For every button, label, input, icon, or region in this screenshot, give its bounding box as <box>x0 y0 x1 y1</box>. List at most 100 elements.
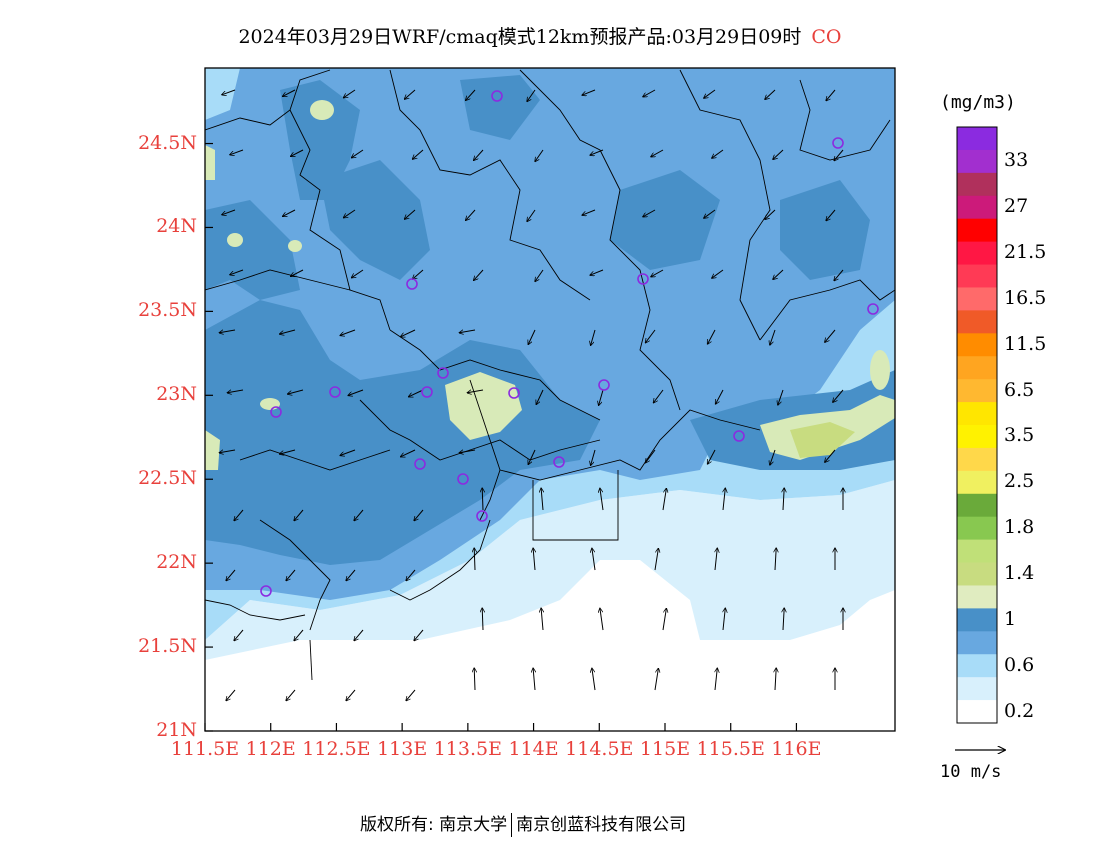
wind-vector <box>527 89 536 102</box>
legend-swatch <box>957 149 997 174</box>
wind-vector <box>773 269 784 280</box>
wind-vector <box>708 449 716 464</box>
station-marker <box>414 458 426 470</box>
legend-level-label: 1.4 <box>1004 562 1035 584</box>
legend-swatch <box>957 470 997 495</box>
legend-level-label: 16.5 <box>1004 286 1047 309</box>
lat-tick-label: 21N <box>156 719 197 741</box>
wind-vector <box>348 389 364 396</box>
wind-vector <box>654 668 658 691</box>
wind-vector <box>222 89 236 95</box>
wind-vector <box>723 488 725 511</box>
legend-unit: (mg/m3) <box>940 92 1016 113</box>
wind-vector <box>230 149 244 155</box>
wind-vector <box>234 629 244 641</box>
wind-vector <box>291 149 304 156</box>
station-marker <box>598 379 610 391</box>
wind-vector <box>230 269 244 275</box>
legend-swatch <box>957 379 997 403</box>
credit-separator <box>511 813 513 837</box>
legend-swatch <box>957 241 997 266</box>
wind-vector <box>716 389 724 404</box>
wind-vector <box>651 149 664 157</box>
wind-vector <box>222 209 236 215</box>
wind-vector <box>704 209 716 218</box>
wind-vector <box>286 689 296 701</box>
co-concentration-field <box>205 68 895 731</box>
wind-vector <box>826 89 836 101</box>
wind-vector <box>653 389 664 403</box>
wind-vector <box>343 89 356 98</box>
wind-vector <box>541 488 543 511</box>
legend-swatch <box>957 310 997 334</box>
lon-tick-label: 115.5E <box>696 738 765 760</box>
legend-swatch <box>957 287 997 311</box>
wind-vector <box>283 209 296 216</box>
title-text: 2024年03月29日WRF/cmaq模式12km预报产品:03月29日09时 <box>238 26 802 48</box>
wind-vector <box>354 509 364 521</box>
wind-vector <box>582 89 596 95</box>
wind-vector <box>474 149 484 160</box>
wind-vector <box>715 548 717 571</box>
wind-vector <box>723 608 725 631</box>
wind-vector <box>775 668 776 691</box>
wind-vector <box>527 209 536 222</box>
legend-swatch <box>957 677 997 701</box>
wind-vector <box>765 89 776 100</box>
lat-tick-label: 21.5N <box>138 635 197 658</box>
wind-vector <box>600 488 604 511</box>
wind-vector <box>533 668 535 691</box>
wind-vector <box>401 329 416 337</box>
wind-vector <box>280 449 296 454</box>
legend-swatch <box>957 608 997 632</box>
wind-vector <box>778 389 784 405</box>
legend-swatch <box>957 172 997 197</box>
plot-frame <box>204 67 896 732</box>
legend-level-label: 2.5 <box>1004 470 1035 493</box>
wind-vector <box>775 548 776 571</box>
wind-vector <box>643 209 656 217</box>
lon-tick-label: 113.5E <box>433 738 502 760</box>
wind-vector <box>662 488 666 511</box>
wind-vector <box>643 89 656 97</box>
lon-tick-label: 115E <box>639 738 691 760</box>
wind-vector <box>770 329 776 345</box>
wind-vector <box>826 209 836 221</box>
wind-vector <box>783 608 784 631</box>
legend-level-label: 11.5 <box>1004 332 1047 355</box>
wind-vector <box>459 329 476 333</box>
legend-level-label: 6.5 <box>1004 378 1035 401</box>
station-marker <box>733 430 745 442</box>
legend-colorbar <box>956 126 998 724</box>
wind-vector <box>294 509 304 521</box>
wind-vector <box>528 449 536 465</box>
wind-vector <box>340 449 356 456</box>
wind-vector <box>645 449 656 463</box>
legend-swatch <box>957 195 997 220</box>
legend-swatch <box>957 562 997 586</box>
lat-tick-label: 23N <box>156 383 197 406</box>
wind-vector <box>712 269 724 278</box>
legend-level-label: 1 <box>1004 607 1017 630</box>
wind-vector <box>226 689 236 701</box>
legend-level-label: 0.6 <box>1004 653 1035 676</box>
wind-vector <box>459 449 476 453</box>
legend-swatch <box>957 516 997 541</box>
wind-vector <box>654 548 658 571</box>
legend-swatch <box>957 585 997 609</box>
wind-vector <box>340 329 356 336</box>
legend-level-label: 27 <box>1004 195 1029 218</box>
station-marker <box>270 406 282 418</box>
lat-tick-label: 22.5N <box>138 467 197 490</box>
station-marker <box>637 273 649 285</box>
station-marker <box>491 90 503 102</box>
lat-tick-label: 24N <box>156 215 197 238</box>
lon-tick-label: 113E <box>377 738 428 760</box>
wind-vector <box>412 269 424 279</box>
wind-vector <box>401 449 416 457</box>
lon-tick-label: 111.5E <box>170 738 240 760</box>
wind-vector <box>535 149 544 162</box>
station-marker <box>508 387 520 399</box>
wind-vector <box>783 488 784 511</box>
